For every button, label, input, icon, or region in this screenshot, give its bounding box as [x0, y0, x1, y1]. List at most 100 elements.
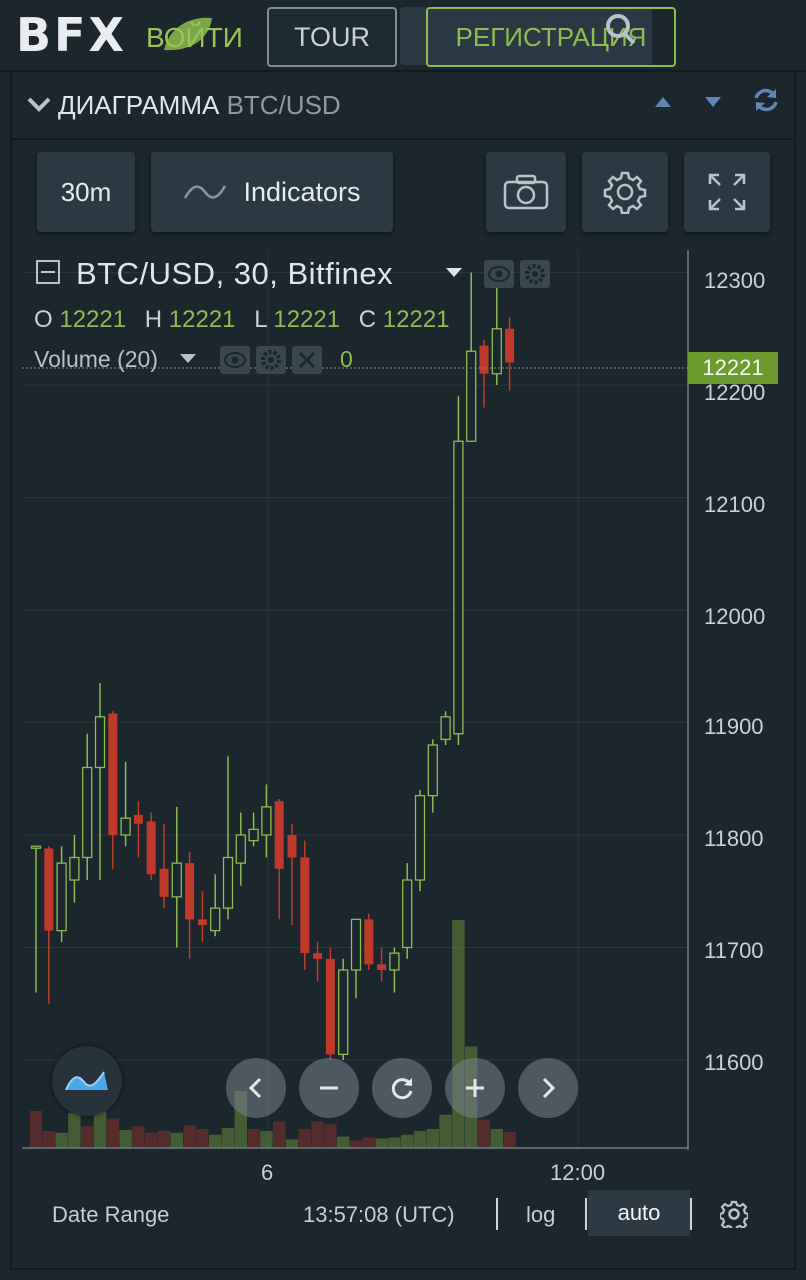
- candle-body[interactable]: [479, 345, 489, 374]
- open-value: 12221: [59, 306, 127, 333]
- candle-body[interactable]: [248, 828, 259, 842]
- login-link[interactable]: ВОЙТИ: [146, 22, 243, 53]
- volume-bar: [247, 1129, 260, 1148]
- candle-body[interactable]: [287, 835, 297, 858]
- volume-bar: [426, 1129, 439, 1148]
- volume-bar: [196, 1129, 209, 1148]
- zoom-in-button[interactable]: [445, 1058, 505, 1118]
- candle-body[interactable]: [56, 862, 67, 932]
- move-down-icon[interactable]: [704, 96, 722, 108]
- candle-body[interactable]: [402, 879, 413, 949]
- refresh-icon[interactable]: [752, 86, 780, 114]
- candle-body[interactable]: [108, 713, 118, 836]
- collapse-legend-icon[interactable]: [36, 260, 60, 284]
- candle-body[interactable]: [159, 868, 169, 897]
- volume-eye-button[interactable]: [220, 346, 250, 374]
- volume-bar: [375, 1138, 388, 1148]
- candle-body[interactable]: [197, 919, 207, 925]
- candle-body[interactable]: [210, 907, 221, 932]
- volume-bar: [477, 1119, 491, 1148]
- candle-body[interactable]: [313, 953, 323, 959]
- candle-body[interactable]: [274, 801, 284, 869]
- candle-body[interactable]: [350, 918, 362, 971]
- candle-body[interactable]: [364, 919, 374, 965]
- candle-body[interactable]: [325, 958, 335, 1055]
- candle-body[interactable]: [453, 440, 464, 735]
- candle-body[interactable]: [377, 964, 387, 970]
- price-label: 11800: [704, 826, 764, 851]
- candle-body[interactable]: [338, 969, 349, 1056]
- reset-icon: [391, 1078, 413, 1100]
- legend-settings-button[interactable]: [520, 260, 550, 288]
- utc-clock[interactable]: 13:57:08 (UTC): [303, 1202, 455, 1227]
- volume-bar: [260, 1130, 273, 1148]
- volume-settings-button[interactable]: [256, 346, 286, 374]
- candle-body[interactable]: [185, 863, 195, 920]
- candle-body[interactable]: [82, 766, 93, 859]
- scroll-right-button[interactable]: [518, 1058, 578, 1118]
- volume-bar: [132, 1126, 145, 1148]
- fullscreen-button[interactable]: [684, 152, 770, 232]
- current-price-tag: 12221: [688, 352, 778, 384]
- move-up-icon[interactable]: [654, 96, 672, 108]
- chevron-right-icon: [542, 1077, 556, 1099]
- time-label: 12:00: [550, 1160, 606, 1185]
- time-label: 6: [261, 1160, 274, 1185]
- screenshot-button[interactable]: [486, 152, 566, 232]
- candle-body[interactable]: [491, 328, 502, 375]
- eye-icon: [224, 352, 246, 368]
- area-chart-icon: [65, 1071, 108, 1091]
- tour-button[interactable]: TOUR: [267, 7, 397, 67]
- candle-body[interactable]: [505, 328, 515, 363]
- candle-body[interactable]: [261, 806, 272, 836]
- candle-body[interactable]: [389, 952, 400, 971]
- candle-body[interactable]: [440, 716, 451, 741]
- bfx-logo[interactable]: BFX: [16, 8, 127, 62]
- candle-body[interactable]: [133, 814, 143, 824]
- candle-body[interactable]: [427, 744, 438, 797]
- zoom-out-button[interactable]: [299, 1058, 359, 1118]
- candle-body[interactable]: [30, 845, 42, 849]
- price-label: 11900: [704, 714, 764, 739]
- auto-scale-button[interactable]: auto: [588, 1190, 690, 1236]
- candle-body[interactable]: [171, 862, 182, 898]
- chart-settings-button[interactable]: [582, 152, 668, 232]
- candle-body[interactable]: [235, 834, 246, 864]
- log-scale-button[interactable]: log: [526, 1202, 556, 1227]
- gear-icon[interactable]: [720, 1200, 748, 1228]
- volume-bar: [209, 1134, 222, 1148]
- close-value: 12221: [382, 306, 450, 333]
- top-bar: BFX ВОЙТИ TOUR РЕГИСТРАЦИЯ: [0, 0, 806, 72]
- indicators-button[interactable]: Indicators: [151, 152, 393, 232]
- price-label: 12100: [704, 492, 766, 517]
- volume-label: Volume (20): [34, 346, 159, 372]
- interval-button[interactable]: 30m: [37, 152, 135, 232]
- candle-body[interactable]: [466, 350, 477, 442]
- candle-body[interactable]: [44, 848, 54, 931]
- volume-caret-icon[interactable]: [180, 354, 196, 364]
- candle-body[interactable]: [69, 856, 80, 881]
- register-button[interactable]: РЕГИСТРАЦИЯ: [426, 7, 676, 67]
- gear-icon: [603, 171, 647, 214]
- candle-body[interactable]: [120, 817, 131, 836]
- volume-bar: [106, 1118, 119, 1148]
- legend-caret-icon[interactable]: [446, 268, 462, 278]
- gear-icon: [261, 350, 281, 370]
- search-icon[interactable]: [603, 12, 637, 46]
- scroll-left-button[interactable]: [226, 1058, 286, 1118]
- chevron-down-icon[interactable]: [26, 94, 52, 114]
- candle-body[interactable]: [414, 794, 426, 881]
- volume-remove-button[interactable]: [292, 346, 322, 374]
- date-range-button[interactable]: Date Range: [52, 1202, 170, 1227]
- search-button-area[interactable]: [400, 7, 652, 65]
- volume-bar: [439, 1114, 452, 1148]
- candle-body[interactable]: [94, 716, 106, 769]
- candle-body[interactable]: [300, 857, 310, 954]
- candlestick-chart[interactable]: [22, 250, 692, 1150]
- reset-chart-button[interactable]: [372, 1058, 432, 1118]
- chart-style-button[interactable]: [52, 1046, 122, 1116]
- candle-body[interactable]: [146, 821, 156, 875]
- legend-eye-button[interactable]: [484, 260, 514, 288]
- candle-body[interactable]: [222, 856, 234, 909]
- chevron-left-icon: [248, 1077, 262, 1099]
